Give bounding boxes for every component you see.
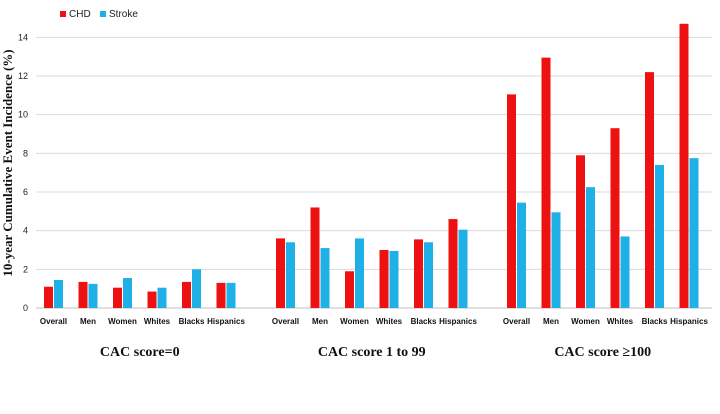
legend-label: Stroke [109,9,138,20]
group-label: CAC score 1 to 99 [318,345,426,360]
bar-chd-overall [44,286,53,308]
bar-stroke-women [355,238,364,308]
y-tick-label: 8 [23,148,28,158]
y-tick-label: 4 [23,226,28,236]
x-tick-label: Blacks [642,317,668,326]
bar-chd-women [345,271,354,308]
x-tick-label: Hispanics [207,317,245,326]
x-tick-label: Women [108,317,137,326]
y-tick-label: 10 [18,110,28,120]
bar-chd-overall [276,238,285,308]
bar-stroke-overall [54,279,63,308]
bar-chd-whites [379,250,389,308]
bar-chd-hispanics [679,23,689,309]
x-tick-label: Whites [376,317,403,326]
x-tick-label: Hispanics [670,317,708,326]
bar-stroke-hispanics [226,282,236,308]
bar-stroke-blacks [655,164,664,308]
bar-stroke-whites [620,236,630,308]
y-tick-label: 12 [18,71,28,81]
y-tick-label: 2 [23,264,28,274]
bar-stroke-whites [389,250,399,308]
bar-chd-men [541,57,551,309]
x-tick-label: Whites [144,317,171,326]
x-tick-label: Men [80,317,96,326]
x-tick-label: Women [340,317,369,326]
legend: CHD Stroke [60,9,138,20]
bar-stroke-men [88,283,98,308]
bar-stroke-blacks [424,242,433,308]
y-tick-label: 6 [23,187,28,197]
bar-chd-whites [147,291,157,308]
bar-chd-overall [507,94,516,308]
bar-stroke-women [123,278,132,308]
bar-chd-hispanics [448,219,458,308]
bar-stroke-whites [157,287,167,308]
x-tick-label: Blacks [411,317,437,326]
bar-chd-women [576,155,585,308]
bar-stroke-hispanics [689,158,699,308]
y-tick-label: 0 [23,303,28,313]
bar-chd-women [113,287,122,308]
bar-chd-whites [610,128,620,308]
legend-label: CHD [69,9,91,20]
group-label: CAC score ≥100 [554,345,651,360]
bar-stroke-blacks [192,269,201,308]
group-label: CAC score=0 [100,345,180,360]
x-tick-label: Blacks [179,317,205,326]
bar-stroke-women [586,187,595,308]
x-tick-label: Women [571,317,600,326]
x-tick-label: Men [312,317,328,326]
bar-stroke-overall [517,202,526,308]
x-tick-label: Whites [607,317,634,326]
bar-chd-men [310,207,320,308]
bar-chd-blacks [414,239,423,308]
legend-swatch-chd [60,11,66,17]
y-axis-label: 10-year Cumulative Event Incidence (%) [0,49,15,276]
legend-swatch-stroke [100,11,106,17]
x-tick-label: Men [543,317,559,326]
bar-stroke-overall [286,242,295,308]
x-tick-label: Overall [40,317,67,326]
bar-chd-men [78,281,88,308]
y-tick-label: 14 [18,32,28,42]
bar-chd-blacks [645,72,654,308]
x-tick-label: Overall [503,317,530,326]
x-tick-label: Hispanics [439,317,477,326]
x-tick-label: Overall [272,317,299,326]
bars [44,23,699,309]
bar-stroke-hispanics [458,229,468,308]
bar-chd-blacks [182,281,191,308]
bar-chd-hispanics [216,282,226,308]
bar-stroke-men [320,248,330,308]
bar-stroke-men [551,212,561,308]
gridlines [36,36,712,270]
